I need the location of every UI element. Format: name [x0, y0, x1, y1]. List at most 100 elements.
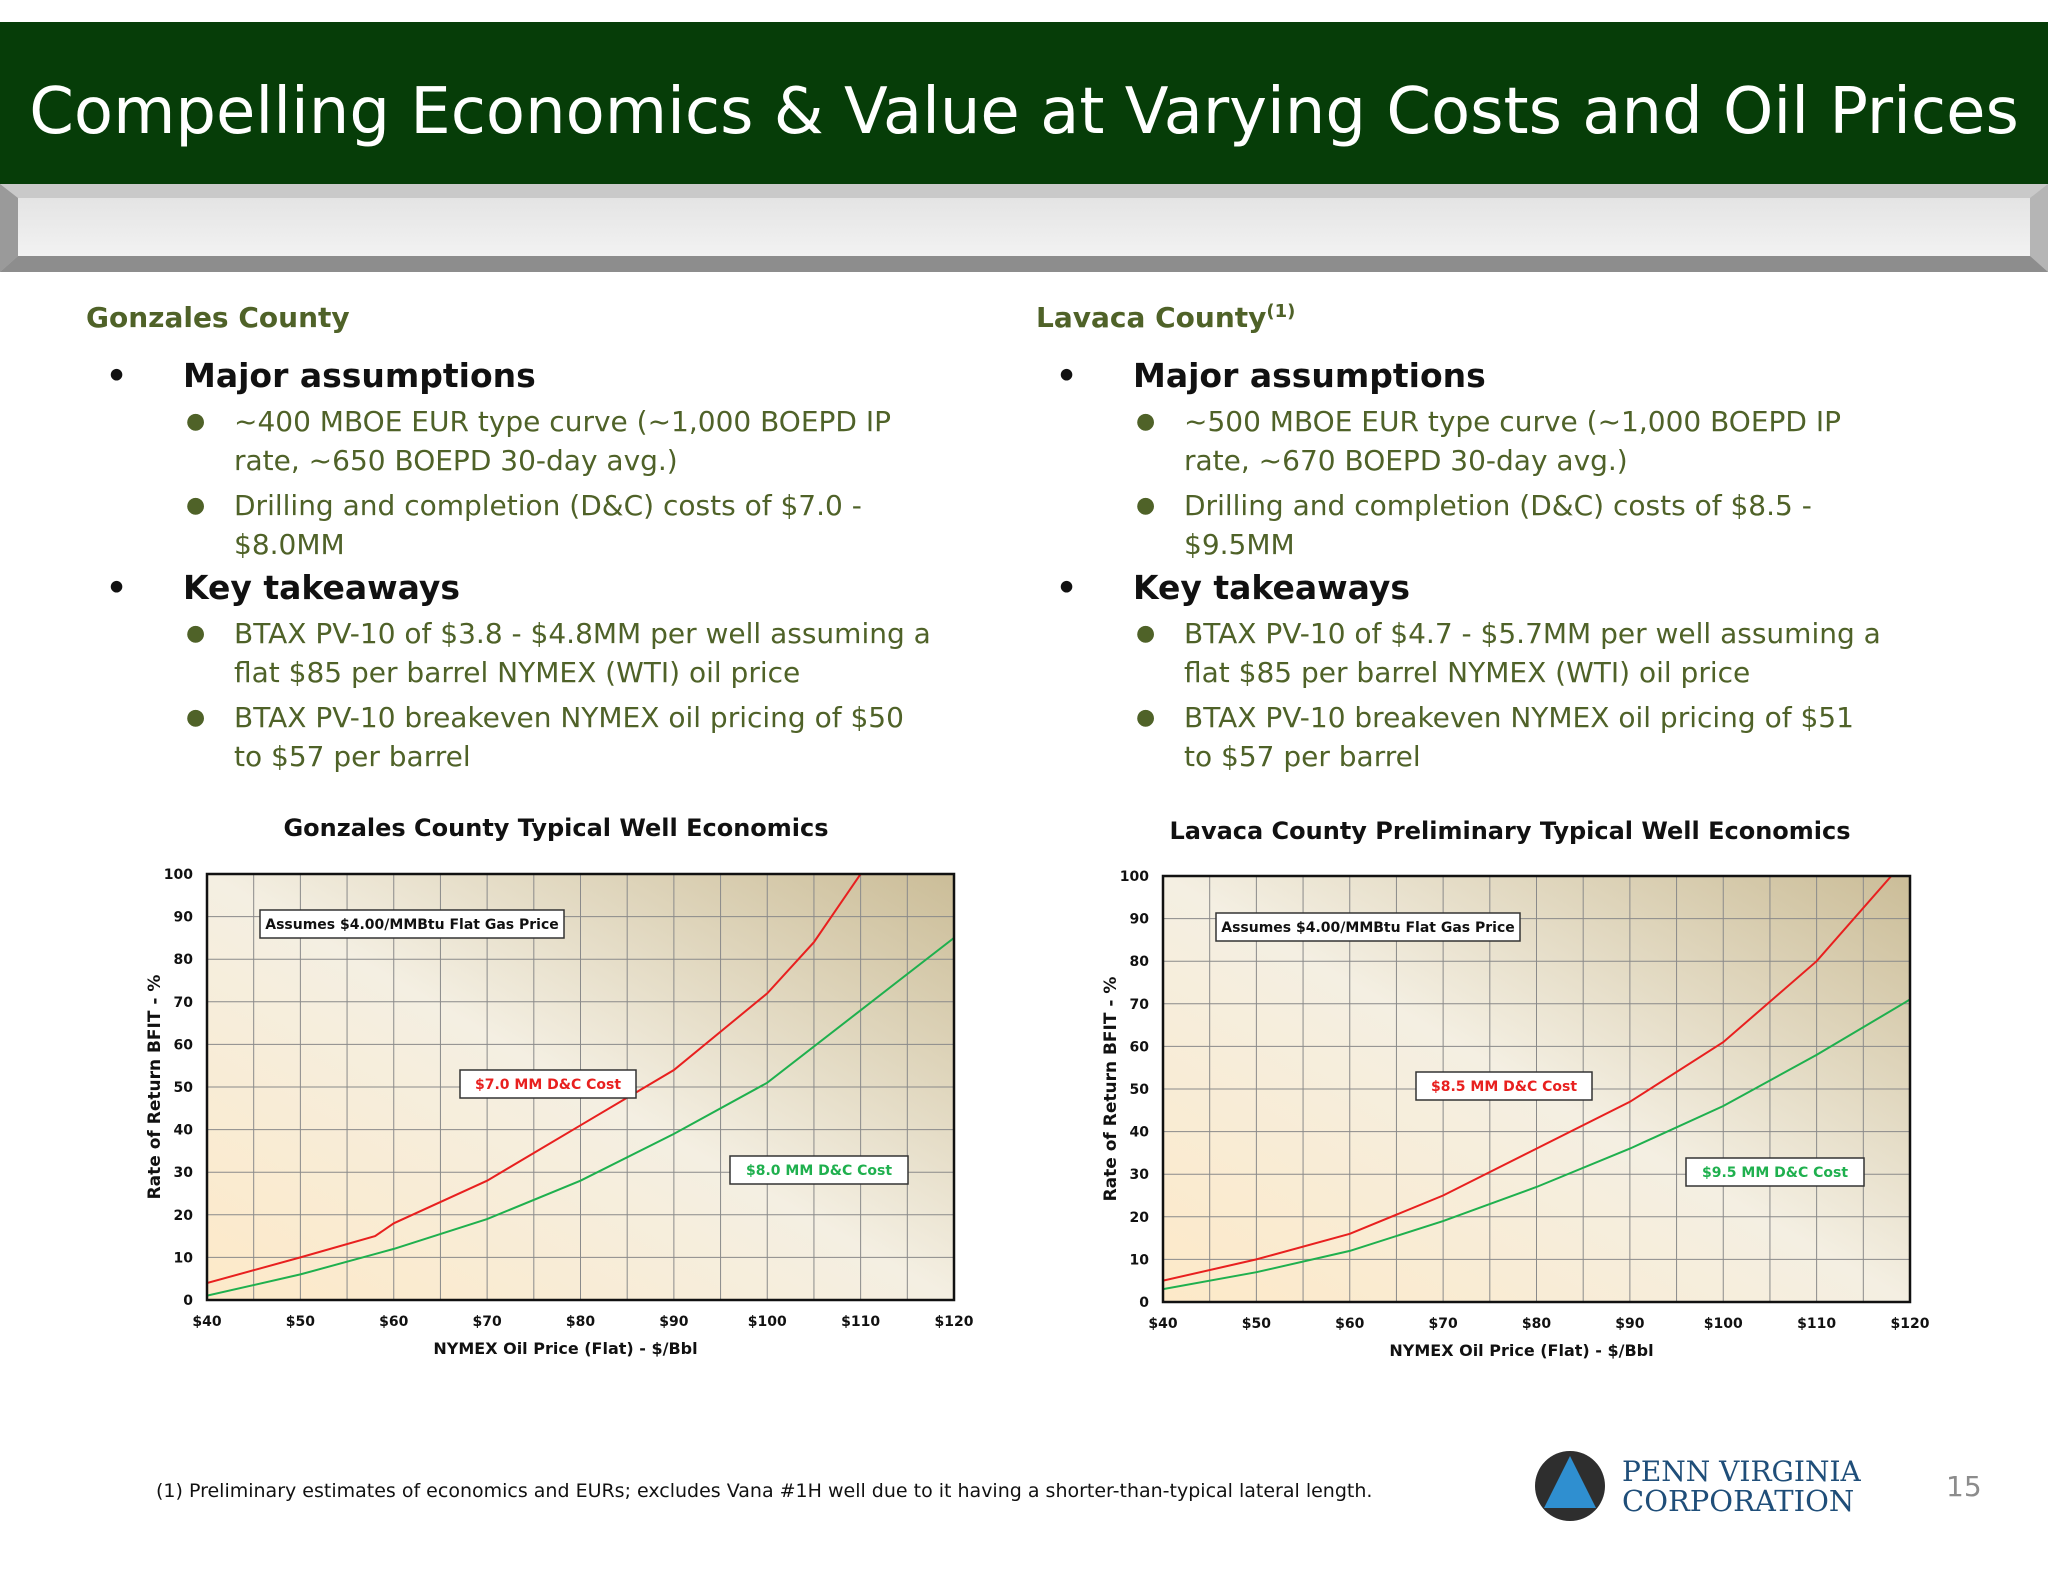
- sub-bullet: ● Drilling and completion (D&C) costs of …: [1136, 489, 1812, 561]
- y-tick-label: 90: [1130, 912, 1150, 928]
- sub-bullet: ● ~500 MBOE EUR type curve (~1,000 BOEPD …: [1136, 405, 1842, 477]
- logo-line1: PENN VIRGINIA: [1622, 1455, 1861, 1488]
- logo-line2: CORPORATION: [1622, 1484, 1855, 1518]
- y-tick-label: 60: [174, 1037, 194, 1053]
- y-tick-label: 10: [1130, 1252, 1150, 1268]
- bullet-text: Key takeaways: [183, 568, 461, 607]
- series-label: $8.5 MM D&C Cost: [1431, 1079, 1577, 1095]
- x-axis-label: NYMEX Oil Price (Flat) - $/Bbl: [1389, 1341, 1653, 1360]
- sub-bullet: ● BTAX PV-10 of $4.7 - $5.7MM per well as…: [1136, 617, 1881, 689]
- y-tick-label: 100: [164, 867, 193, 883]
- y-tick-label: 10: [174, 1250, 194, 1266]
- y-tick-label: 80: [1130, 954, 1150, 970]
- x-tick-label: $40: [192, 1314, 221, 1330]
- gonzales-column: Gonzales County • Major assumptions ● ~400…: [86, 296, 1046, 776]
- y-axis-label: Rate of Return BFIT - %: [145, 975, 165, 1200]
- bullet-text: Major assumptions: [1133, 356, 1486, 395]
- title-bar: Compelling Economics & Value at Varying …: [0, 22, 2048, 184]
- bullet-text: BTAX PV-10 breakeven NYMEX oil pricing o…: [234, 701, 904, 773]
- x-tick-label: $50: [286, 1314, 315, 1330]
- y-tick-label: 90: [174, 910, 194, 926]
- x-tick-label: $70: [473, 1314, 502, 1330]
- series-label: $7.0 MM D&C Cost: [475, 1077, 621, 1093]
- x-tick-label: $100: [748, 1314, 787, 1330]
- annotation-box: [1215, 912, 1521, 942]
- x-tick-label: $110: [1797, 1316, 1836, 1332]
- y-tick-label: 40: [1130, 1125, 1150, 1141]
- bullet-major-assumptions: • Major assumptions: [106, 356, 536, 395]
- bullet-text: ~400 MBOE EUR type curve (~1,000 BOEPD I…: [234, 405, 892, 477]
- sub-bullet: ● BTAX PV-10 breakeven NYMEX oil pricing …: [186, 701, 904, 773]
- sub-bullet: ● Drilling and completion (D&C) costs of …: [186, 489, 862, 561]
- y-tick-label: 80: [174, 952, 194, 968]
- annotation-box: [259, 909, 565, 939]
- x-tick-label: $120: [935, 1314, 974, 1330]
- county-heading-gonzales: Gonzales County: [86, 301, 350, 334]
- series-line: [1163, 998, 1910, 1291]
- x-tick-label: $60: [379, 1314, 408, 1330]
- y-tick-label: 20: [174, 1208, 194, 1224]
- x-tick-label: $50: [1242, 1316, 1271, 1332]
- series-line: [207, 937, 954, 1297]
- series-label-box: [1685, 1157, 1865, 1187]
- slide-title: Compelling Economics & Value at Varying …: [29, 75, 2019, 149]
- x-tick-label: $100: [1704, 1316, 1743, 1332]
- x-tick-label: $70: [1429, 1316, 1458, 1332]
- x-tick-label: $120: [1891, 1316, 1930, 1332]
- plot-frame: [1161, 874, 1912, 1304]
- bullet-text: Drilling and completion (D&C) costs of $…: [234, 489, 862, 561]
- footnote: (1) Preliminary estimates of economics a…: [156, 1480, 1373, 1502]
- lavaca-column: Lavaca County(1) • Major assumptions ● ~50…: [1036, 296, 1996, 776]
- lavaca-economics-chart: 0 10 20 30 40 50 60 70 80 90 100 $40 $50 $60 $70 $80 $90…: [1101, 869, 1930, 1360]
- bullet-text: BTAX PV-10 breakeven NYMEX oil pricing o…: [1184, 701, 1854, 773]
- bevel-band: [0, 184, 2048, 272]
- series-label-box: [459, 1069, 637, 1099]
- y-tick-label: 30: [174, 1165, 194, 1181]
- y-tick-label: 0: [1139, 1295, 1149, 1311]
- bullet-text: Drilling and completion (D&C) costs of $…: [1184, 489, 1812, 561]
- y-tick-label: 0: [183, 1293, 193, 1309]
- y-tick-label: 100: [1120, 869, 1149, 885]
- series-label: $9.5 MM D&C Cost: [1702, 1165, 1848, 1181]
- series-label: $8.0 MM D&C Cost: [746, 1163, 892, 1179]
- y-tick-label: 50: [1130, 1082, 1150, 1098]
- bullet-text: Major assumptions: [183, 356, 536, 395]
- gonzales-economics-chart: 0 10 20 30 40 50 60 70 80 90 100 $40 $50 $60 $70 $80 $90…: [145, 867, 974, 1358]
- bullet-text: BTAX PV-10 of $4.7 - $5.7MM per well ass…: [1184, 617, 1881, 689]
- x-tick-label: $110: [841, 1314, 880, 1330]
- y-axis-label: Rate of Return BFIT - %: [1101, 977, 1121, 1202]
- y-tick-label: 70: [1130, 997, 1150, 1013]
- chart-title-lavaca: Lavaca County Preliminary Typical Well E…: [1169, 817, 1851, 845]
- y-tick-label: 20: [1130, 1210, 1150, 1226]
- series-line: [207, 874, 862, 1284]
- chart-title-gonzales: Gonzales County Typical Well Economics: [283, 814, 829, 842]
- bullet-text: BTAX PV-10 of $3.8 - $4.8MM per well ass…: [234, 617, 931, 689]
- triangle-in-circle-logo: [1535, 1451, 1605, 1521]
- sub-bullet: ● BTAX PV-10 of $3.8 - $4.8MM per well as…: [186, 617, 931, 689]
- bullet-key-takeaways: • Key takeaways: [106, 568, 461, 607]
- y-tick-label: 60: [1130, 1039, 1150, 1055]
- y-tick-label: 50: [174, 1080, 194, 1096]
- page-number: 15: [1946, 1470, 1982, 1503]
- bullet-key-takeaways: • Key takeaways: [1056, 568, 1411, 607]
- x-tick-label: $40: [1148, 1316, 1177, 1332]
- footnote-marker: (1): [1266, 301, 1296, 322]
- series-label-box: [1415, 1071, 1593, 1101]
- bullet-text: Key takeaways: [1133, 568, 1411, 607]
- sub-bullet: ● BTAX PV-10 breakeven NYMEX oil pricing …: [1136, 701, 1854, 773]
- bullet-major-assumptions: • Major assumptions: [1056, 356, 1486, 395]
- county-heading-lavaca: Lavaca County(1): [1036, 296, 1996, 340]
- x-tick-label: $90: [1615, 1316, 1644, 1332]
- county-name: Lavaca County: [1036, 301, 1267, 334]
- plot-frame: [205, 872, 956, 1302]
- x-axis-label: NYMEX Oil Price (Flat) - $/Bbl: [433, 1339, 697, 1358]
- x-tick-label: $60: [1335, 1316, 1364, 1332]
- series-label-box: [729, 1155, 909, 1185]
- x-tick-label: $80: [1522, 1316, 1551, 1332]
- series-line: [1163, 876, 1893, 1282]
- y-tick-label: 40: [174, 1123, 194, 1139]
- bullet-text: ~500 MBOE EUR type curve (~1,000 BOEPD I…: [1184, 405, 1842, 477]
- annotation-text: Assumes $4.00/MMBtu Flat Gas Price: [1221, 920, 1515, 936]
- x-tick-label: $90: [659, 1314, 688, 1330]
- sub-bullet: ● ~400 MBOE EUR type curve (~1,000 BOEPD …: [186, 405, 892, 477]
